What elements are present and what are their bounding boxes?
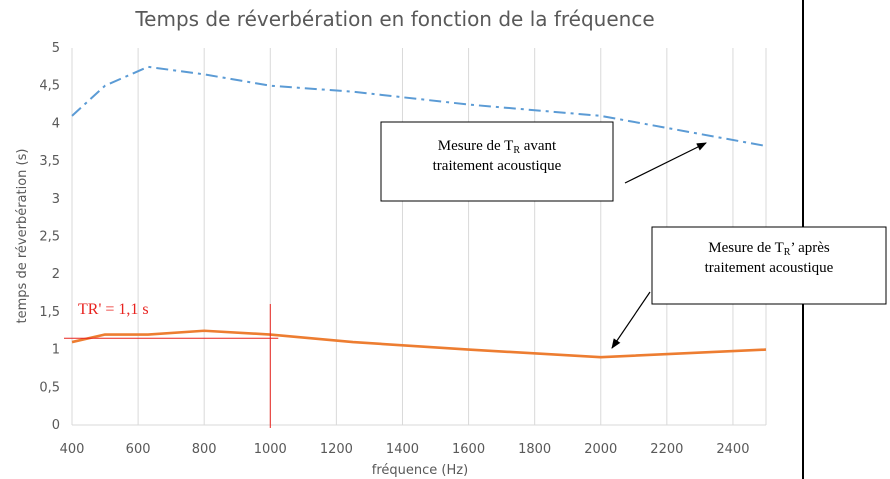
note-after-line1: Mesure de TR’ après: [708, 240, 830, 258]
x-tick-label: 1000: [254, 442, 287, 457]
note-before-line2: traitement acoustique: [433, 158, 562, 174]
x-tick-label: 2200: [650, 442, 683, 457]
x-tick-label: 800: [192, 442, 217, 457]
y-axis-ticks: 0 0,5 1 1,5 2 2,5 3 3,5 4 4,5 5: [39, 41, 60, 433]
y-tick-label: 0,5: [39, 380, 60, 395]
tr-marker: TR' = 1,1 s: [64, 301, 279, 428]
y-axis-label: temps de réverbération (s): [15, 149, 30, 324]
y-tick-label: 0: [52, 418, 60, 433]
y-tick-label: 2,5: [39, 230, 60, 245]
series-after-line: [71, 329, 767, 359]
x-axis-label: fréquence (Hz): [372, 463, 468, 478]
x-tick-label: 2400: [716, 442, 749, 457]
x-tick-label: 1800: [518, 442, 551, 457]
note-before-arrow: [624, 142, 707, 184]
grid-lines: [71, 48, 767, 426]
y-tick-label: 5: [52, 41, 60, 56]
x-tick-label: 600: [126, 442, 151, 457]
series-before-line: [71, 65, 767, 148]
y-tick-label: 1: [52, 343, 60, 358]
y-tick-label: 1,5: [39, 305, 60, 320]
y-tick-label: 4: [52, 116, 60, 131]
note-after-treatment: Mesure de TR’ après traitement acoustiqu…: [611, 226, 887, 349]
x-tick-label: 1600: [452, 442, 485, 457]
x-tick-label: 400: [60, 442, 85, 457]
note-before-treatment: Mesure de TR avant traitement acoustique: [380, 121, 707, 202]
x-tick-label: 2000: [584, 442, 617, 457]
x-tick-label: 1400: [386, 442, 419, 457]
note-after-line2: traitement acoustique: [705, 260, 834, 276]
chart-title: Temps de réverbération en fonction de la…: [134, 7, 654, 31]
tr-value-label: TR' = 1,1 s: [78, 301, 149, 318]
y-tick-label: 3: [52, 192, 60, 207]
y-tick-label: 3,5: [39, 154, 60, 169]
note-before-line1: Mesure de TR avant: [438, 138, 557, 156]
y-tick-label: 4,5: [39, 79, 60, 94]
note-after-arrow: [611, 291, 651, 349]
x-axis-ticks: 400 600 800 1000 1200 1400 1600 1800 2000 2200 240…: [60, 442, 750, 457]
series-group: [71, 65, 767, 359]
y-tick-label: 2: [52, 267, 60, 282]
x-tick-label: 1200: [320, 442, 353, 457]
